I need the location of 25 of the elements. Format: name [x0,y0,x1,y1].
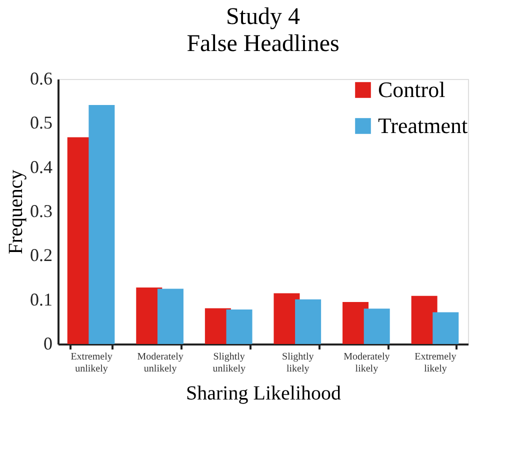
bar [364,308,390,344]
bar [295,299,322,344]
y-tick-label: 0.2 [30,245,52,266]
y-tick-label: 0.3 [30,201,52,221]
x-axis-title: Sharing Likelihood [186,382,341,404]
bar [226,310,252,344]
x-tick-label: Moderately likely [344,352,390,374]
x-tick-label: Moderately unlikely [137,352,184,374]
chart-subtitle: False Headlines [186,31,340,57]
bar [432,312,459,344]
y-tick-label: 0.5 [30,112,52,133]
y-tick-label: 0.1 [30,289,52,310]
x-tick-label: Slightly likely [282,352,314,374]
y-tick-label: 0.4 [30,156,52,177]
legend-label: Control [378,77,446,102]
y-tick-label: 0 [44,334,52,354]
bar [157,288,184,344]
x-tick-label: Slightly unlikely [212,352,246,374]
y-tick-label: 0.6 [30,68,52,88]
y-axis-title: Frequency [5,170,27,254]
x-tick-label: Extremely unlikely [70,352,112,374]
chart-title: Study 4 [226,4,300,30]
x-tick-label: Extremely likely [414,352,456,374]
legend-label: Treatment [378,113,468,138]
bar [88,105,115,344]
